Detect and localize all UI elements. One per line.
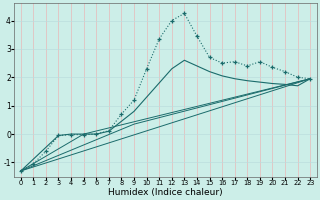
X-axis label: Humidex (Indice chaleur): Humidex (Indice chaleur) [108, 188, 223, 197]
